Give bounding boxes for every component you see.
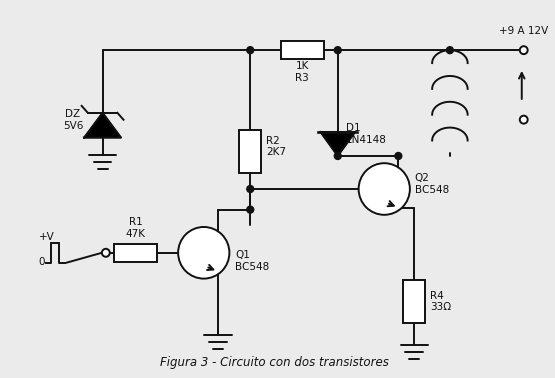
Circle shape xyxy=(334,152,341,160)
Circle shape xyxy=(247,186,254,192)
Text: R1
47K: R1 47K xyxy=(125,217,145,239)
Text: 0: 0 xyxy=(39,257,46,267)
Text: Q1
BC548: Q1 BC548 xyxy=(235,250,270,271)
Text: Q2
BC548: Q2 BC548 xyxy=(415,173,449,195)
Bar xyxy=(114,244,157,262)
Circle shape xyxy=(446,47,453,54)
Circle shape xyxy=(520,46,528,54)
Circle shape xyxy=(247,206,254,213)
Text: DZ
5V6: DZ 5V6 xyxy=(63,110,83,131)
Circle shape xyxy=(334,47,341,54)
Polygon shape xyxy=(84,113,121,138)
Text: Figura 3 - Circuito con dos transistores: Figura 3 - Circuito con dos transistores xyxy=(160,356,389,369)
Text: 1K
R3: 1K R3 xyxy=(295,61,309,83)
Bar xyxy=(403,280,425,324)
Polygon shape xyxy=(320,132,355,156)
Circle shape xyxy=(178,227,229,279)
Text: +V: +V xyxy=(39,232,54,242)
Bar xyxy=(239,130,261,174)
Text: R2
2K7: R2 2K7 xyxy=(266,136,286,157)
Circle shape xyxy=(102,249,110,257)
Circle shape xyxy=(520,116,528,124)
Text: D1
1N4148: D1 1N4148 xyxy=(346,123,386,145)
Circle shape xyxy=(247,47,254,54)
Circle shape xyxy=(395,152,402,160)
Text: R4
33Ω: R4 33Ω xyxy=(430,291,451,312)
Text: +9 A 12V: +9 A 12V xyxy=(499,26,548,36)
Bar xyxy=(280,41,324,59)
Circle shape xyxy=(359,163,410,215)
